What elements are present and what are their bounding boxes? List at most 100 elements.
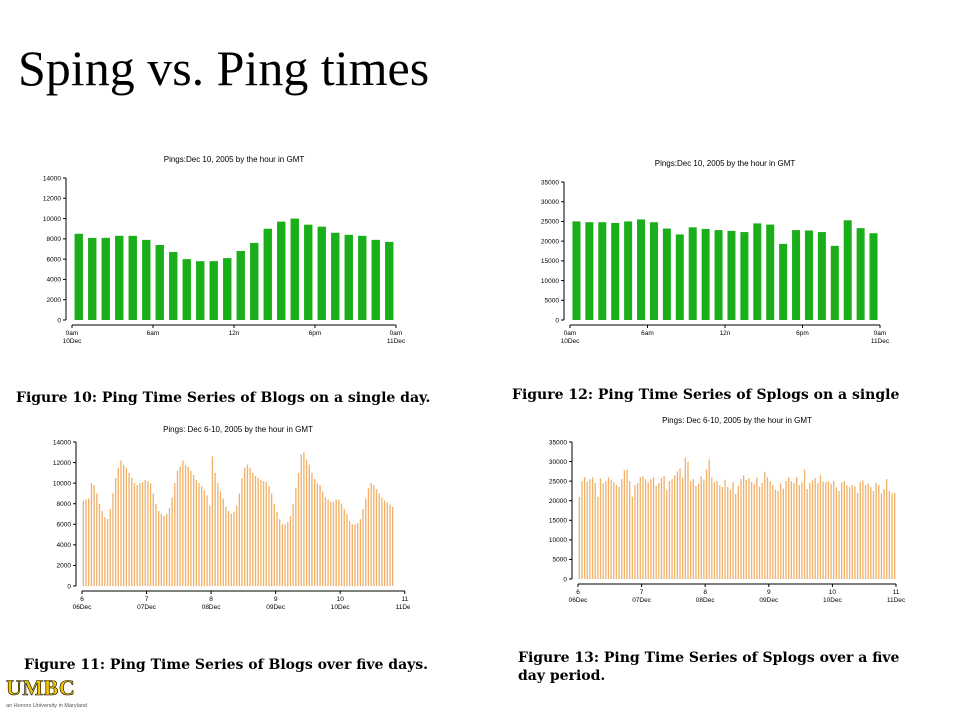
x-tick-label: 6 bbox=[576, 589, 580, 596]
bar bbox=[163, 516, 165, 586]
bar bbox=[838, 490, 840, 579]
bar bbox=[618, 487, 620, 579]
bar bbox=[732, 482, 734, 579]
bar bbox=[96, 493, 98, 586]
bar bbox=[798, 485, 800, 579]
bar bbox=[155, 244, 164, 320]
bar bbox=[792, 230, 801, 320]
bar bbox=[308, 464, 310, 586]
bar bbox=[774, 489, 777, 579]
bar bbox=[346, 514, 348, 586]
bar bbox=[835, 487, 838, 579]
bar bbox=[88, 498, 90, 586]
bar bbox=[708, 459, 710, 579]
chart-blogs-single-day: Pings:Dec 10, 2005 by the hour in GMT 0 20… bbox=[43, 155, 406, 345]
bar bbox=[814, 478, 816, 579]
bar bbox=[152, 493, 154, 586]
bar bbox=[250, 242, 259, 320]
x-tick-date-label: 08Dec bbox=[696, 597, 716, 604]
bar bbox=[663, 476, 665, 579]
bar bbox=[187, 466, 189, 586]
bar bbox=[827, 481, 830, 579]
bar bbox=[675, 234, 684, 320]
bar bbox=[252, 472, 254, 586]
x-tick-date-label: 11Dec bbox=[887, 597, 906, 604]
y-tick-label: 10000 bbox=[541, 278, 559, 285]
x-tick-label: 10 bbox=[829, 589, 837, 596]
y-tick-label: 8000 bbox=[57, 501, 72, 508]
bar bbox=[856, 228, 865, 320]
bar bbox=[128, 472, 130, 586]
bar bbox=[621, 479, 623, 579]
bar bbox=[864, 485, 867, 579]
bar bbox=[586, 481, 588, 579]
bar bbox=[344, 234, 353, 320]
bar bbox=[358, 235, 367, 320]
bar bbox=[311, 472, 313, 586]
bar bbox=[772, 485, 774, 579]
chart-splogs-single-day: Pings:Dec 10, 2005 by the hour in GMT 0 50… bbox=[541, 159, 890, 345]
bar bbox=[822, 481, 824, 579]
y-tick-label: 0 bbox=[555, 317, 559, 324]
bar bbox=[804, 230, 813, 320]
bar bbox=[819, 475, 822, 579]
bar bbox=[676, 471, 679, 579]
bar bbox=[578, 496, 580, 579]
bar bbox=[687, 461, 689, 579]
x-tick-date-label: 11Dec bbox=[871, 338, 890, 345]
x-tick-date-label: 08Dec bbox=[202, 604, 222, 611]
y-tick-label: 0 bbox=[67, 583, 71, 590]
bar bbox=[281, 524, 284, 586]
bar bbox=[351, 524, 353, 586]
bar bbox=[764, 471, 766, 579]
bar bbox=[613, 481, 615, 579]
bar bbox=[650, 479, 652, 579]
bar bbox=[756, 477, 758, 579]
bar bbox=[721, 487, 724, 579]
bar bbox=[101, 510, 103, 586]
bar bbox=[869, 233, 878, 320]
bar bbox=[115, 235, 124, 320]
y-tick-label: 6000 bbox=[47, 256, 62, 263]
bar bbox=[319, 485, 321, 586]
bar bbox=[636, 483, 639, 579]
x-tick-date-label: 10Dec bbox=[823, 597, 843, 604]
bar bbox=[295, 488, 297, 586]
bar bbox=[806, 488, 808, 579]
bar bbox=[287, 522, 289, 586]
bar bbox=[246, 464, 249, 586]
bar bbox=[666, 489, 668, 579]
bar bbox=[753, 483, 755, 579]
bar bbox=[714, 230, 723, 320]
bar bbox=[753, 223, 762, 320]
bar bbox=[697, 483, 700, 579]
y-tick-label: 10000 bbox=[53, 480, 71, 487]
bar bbox=[354, 524, 356, 586]
bar bbox=[581, 481, 583, 579]
bar bbox=[671, 479, 673, 579]
bar bbox=[692, 479, 694, 579]
figure-13-caption-line-2: day period. bbox=[518, 668, 606, 684]
bar bbox=[688, 227, 697, 320]
bar bbox=[886, 479, 888, 579]
x-tick-date-label: 06Dec bbox=[73, 604, 93, 611]
x-tick-date-label: 06Dec bbox=[569, 597, 589, 604]
bar bbox=[591, 477, 594, 579]
bar bbox=[870, 487, 872, 579]
x-tick-date-label: 10Dec bbox=[331, 604, 351, 611]
y-tick-label: 6000 bbox=[57, 522, 72, 529]
bar bbox=[112, 493, 114, 586]
bar bbox=[777, 490, 779, 579]
bar bbox=[139, 483, 141, 586]
bar bbox=[658, 483, 660, 579]
bar bbox=[572, 221, 581, 320]
bar bbox=[391, 506, 394, 586]
bar bbox=[133, 483, 136, 586]
bar bbox=[713, 482, 716, 579]
bar bbox=[101, 237, 110, 320]
y-tick-label: 12000 bbox=[53, 460, 71, 467]
x-tick-date-label: 11Dec bbox=[396, 604, 410, 611]
bar bbox=[192, 474, 195, 586]
bar bbox=[104, 517, 106, 586]
bar bbox=[711, 477, 713, 579]
